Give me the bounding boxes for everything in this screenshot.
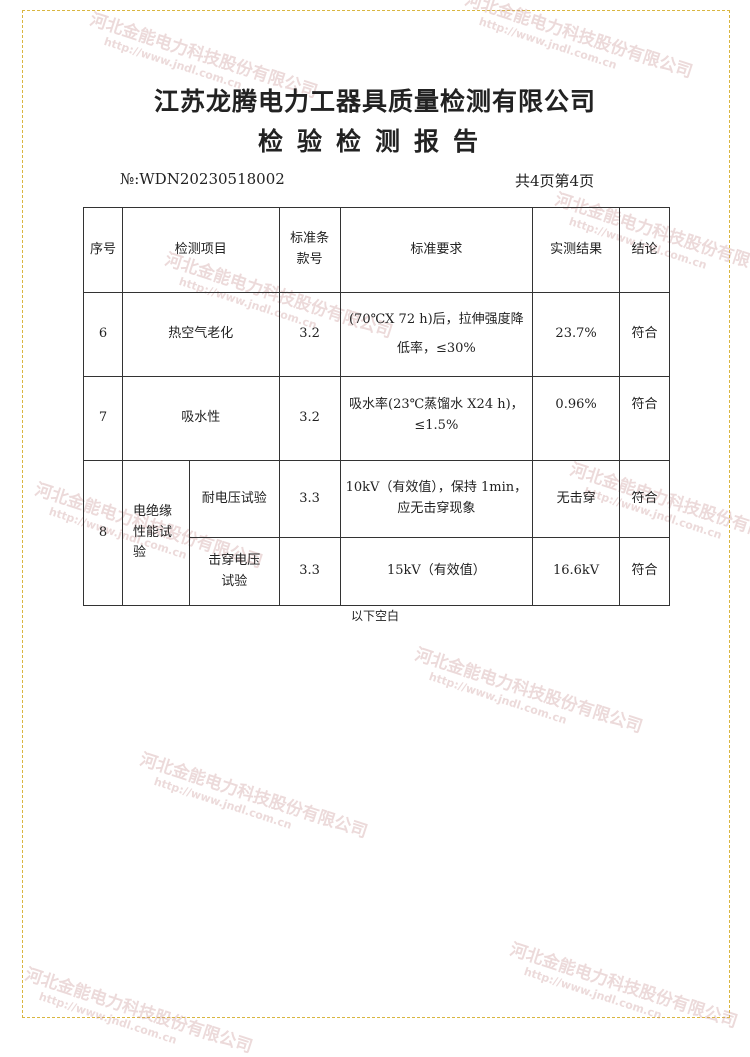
cell-no: 7	[83, 376, 123, 461]
cell-conclusion: 符合	[619, 537, 670, 606]
cell-conclusion: 符合	[619, 376, 670, 461]
cell-result: 无击穿	[532, 460, 621, 538]
header-clause: 标准条款号	[278, 207, 341, 293]
header-item: 检测项目	[121, 207, 280, 293]
cell-req: 10kV（有效值），保持 1min，应无击穿现象	[339, 460, 534, 538]
cell-clause: 3.2	[278, 376, 341, 461]
cell-item: 热空气老化	[121, 292, 280, 377]
cell-no: 8	[83, 460, 123, 606]
cell-req: 吸水率(23℃蒸馏水 X24 h)，≤1.5%	[339, 376, 534, 461]
cell-item: 吸水性	[121, 376, 280, 461]
table-row: 击穿电压试验 3.3 15kV（有效值） 16.6kV 符合	[84, 537, 670, 606]
cell-subitem: 击穿电压试验	[188, 537, 280, 606]
cell-subitem: 耐电压试验	[188, 460, 280, 538]
footer-note: 以下空白	[350, 609, 399, 623]
report-title: 检验检测报告	[257, 127, 492, 156]
report-number: №:WDN20230518002	[120, 170, 285, 188]
table-row: 8 电绝缘性能试验 耐电压试验 3.3 10kV（有效值），保持 1min，应无…	[83, 460, 670, 606]
table-header: 序号 检测项目 标准条款号 标准要求 实测结果 结论	[83, 207, 670, 293]
table-row: 7 吸水性 3.2 吸水率(23℃蒸馏水 X24 h)，≤1.5% 0.96% …	[83, 376, 670, 461]
header-conclusion: 结论	[619, 207, 670, 293]
cell-result: 0.96%	[532, 376, 621, 461]
cell-result: 23.7%	[532, 292, 621, 377]
cell-no: 6	[83, 292, 123, 377]
cell-item: 电绝缘性能试验	[121, 460, 190, 606]
cell-clause: 3.3	[278, 537, 341, 606]
cell-conclusion: 符合	[619, 292, 670, 377]
results-table: 序号 检测项目 标准条款号 标准要求 实测结果 结论 6 热空气老化 3.2 (…	[83, 207, 670, 606]
cell-result: 16.6kV	[532, 537, 621, 606]
header-no: 序号	[83, 207, 123, 293]
page-border	[22, 10, 730, 1018]
cell-clause: 3.3	[278, 460, 341, 538]
header-req: 标准要求	[339, 207, 534, 293]
table-row: 6 热空气老化 3.2 (70℃X 72 h)后，拉伸强度降低率，≤30% 23…	[83, 292, 670, 377]
cell-clause: 3.2	[278, 292, 341, 377]
company-title: 江苏龙腾电力工器具质量检测有限公司	[153, 87, 596, 116]
cell-conclusion: 符合	[619, 460, 670, 538]
cell-req: (70℃X 72 h)后，拉伸强度降低率，≤30%	[339, 292, 534, 377]
header-result: 实测结果	[532, 207, 621, 293]
cell-req: 15kV（有效值）	[339, 537, 534, 606]
page-info: 共4页第4页	[515, 172, 595, 190]
